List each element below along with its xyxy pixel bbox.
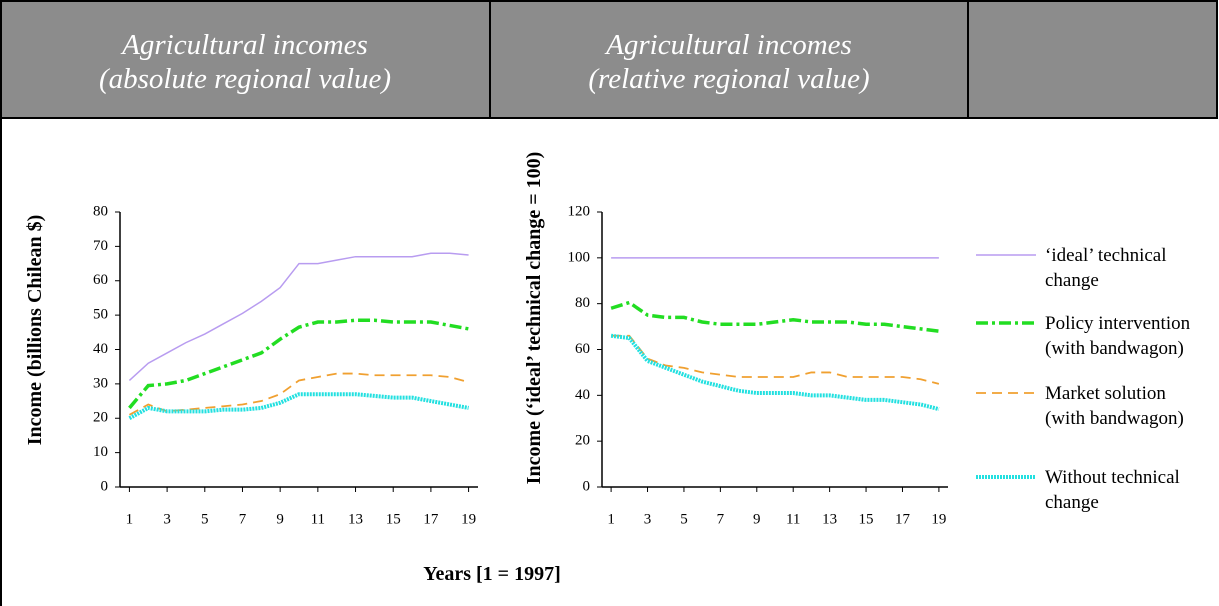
x-tick-label: 13 bbox=[822, 511, 837, 527]
x-tick-label: 15 bbox=[386, 511, 401, 527]
x-tick-label: 9 bbox=[276, 511, 284, 527]
header-cell: Agricultural incomes (relative regional … bbox=[490, 28, 968, 96]
legend-label: Without technical change bbox=[1045, 467, 1180, 513]
x-tick-label: 7 bbox=[717, 511, 725, 527]
y-tick-label: 20 bbox=[93, 410, 108, 426]
series-line bbox=[610, 300, 940, 333]
y-tick-label: 0 bbox=[101, 478, 109, 494]
y-axis-label: Income (‘ideal’ technical change = 100) bbox=[523, 151, 545, 485]
series-line bbox=[611, 334, 940, 385]
x-tick-label: 17 bbox=[895, 511, 911, 527]
x-tick-label: 11 bbox=[786, 511, 800, 527]
x-tick-label: 5 bbox=[680, 511, 688, 527]
x-tick-label: 9 bbox=[753, 511, 761, 527]
y-tick-label: 60 bbox=[93, 272, 108, 288]
x-tick-label: 17 bbox=[423, 511, 439, 527]
series-line bbox=[128, 252, 469, 381]
y-tick-label: 100 bbox=[568, 249, 591, 265]
header-subtitle: (absolute regional value) bbox=[98, 63, 392, 95]
y-axis-label: Income (billions Chilean $) bbox=[24, 214, 46, 446]
y-tick-label: 120 bbox=[568, 203, 591, 219]
x-axis-label: Years [1 = 1997] bbox=[423, 563, 561, 585]
x-tick-label: 5 bbox=[201, 511, 209, 527]
x-tick-label: 19 bbox=[931, 511, 946, 527]
legend-label: Market solution (with bandwagon) bbox=[1045, 383, 1184, 429]
x-tick-label: 15 bbox=[859, 511, 874, 527]
y-tick-label: 70 bbox=[93, 238, 108, 254]
y-tick-label: 20 bbox=[575, 433, 590, 449]
series-line bbox=[128, 392, 469, 421]
legend-label: Policy intervention (with bandwagon) bbox=[1045, 313, 1191, 359]
series-line bbox=[610, 333, 940, 412]
x-tick-label: 1 bbox=[607, 511, 615, 527]
series-line bbox=[128, 372, 469, 416]
header-title: Agricultural incomes bbox=[122, 29, 368, 61]
x-tick-label: 3 bbox=[163, 511, 171, 527]
y-tick-label: 0 bbox=[583, 478, 591, 494]
y-tick-label: 30 bbox=[93, 375, 108, 391]
y-tick-label: 10 bbox=[93, 444, 108, 460]
y-tick-label: 40 bbox=[575, 387, 590, 403]
y-tick-label: 80 bbox=[575, 295, 590, 311]
header-band bbox=[0, 0, 1218, 119]
x-tick-label: 11 bbox=[311, 511, 325, 527]
series-line bbox=[128, 318, 469, 410]
header-subtitle: (relative regional value) bbox=[588, 63, 870, 95]
y-tick-label: 50 bbox=[93, 307, 108, 323]
y-tick-label: 40 bbox=[93, 341, 108, 357]
header-cell: Agricultural incomes (absolute regional … bbox=[0, 28, 490, 96]
y-tick-label: 80 bbox=[93, 203, 108, 219]
x-tick-label: 13 bbox=[348, 511, 363, 527]
x-tick-label: 7 bbox=[239, 511, 247, 527]
x-tick-label: 19 bbox=[461, 511, 476, 527]
y-tick-label: 60 bbox=[575, 341, 590, 357]
header-title: Agricultural incomes bbox=[606, 29, 852, 61]
legend-label: ‘ideal’ technical change bbox=[1045, 245, 1167, 291]
x-tick-label: 3 bbox=[644, 511, 652, 527]
x-tick-label: 1 bbox=[126, 511, 134, 527]
